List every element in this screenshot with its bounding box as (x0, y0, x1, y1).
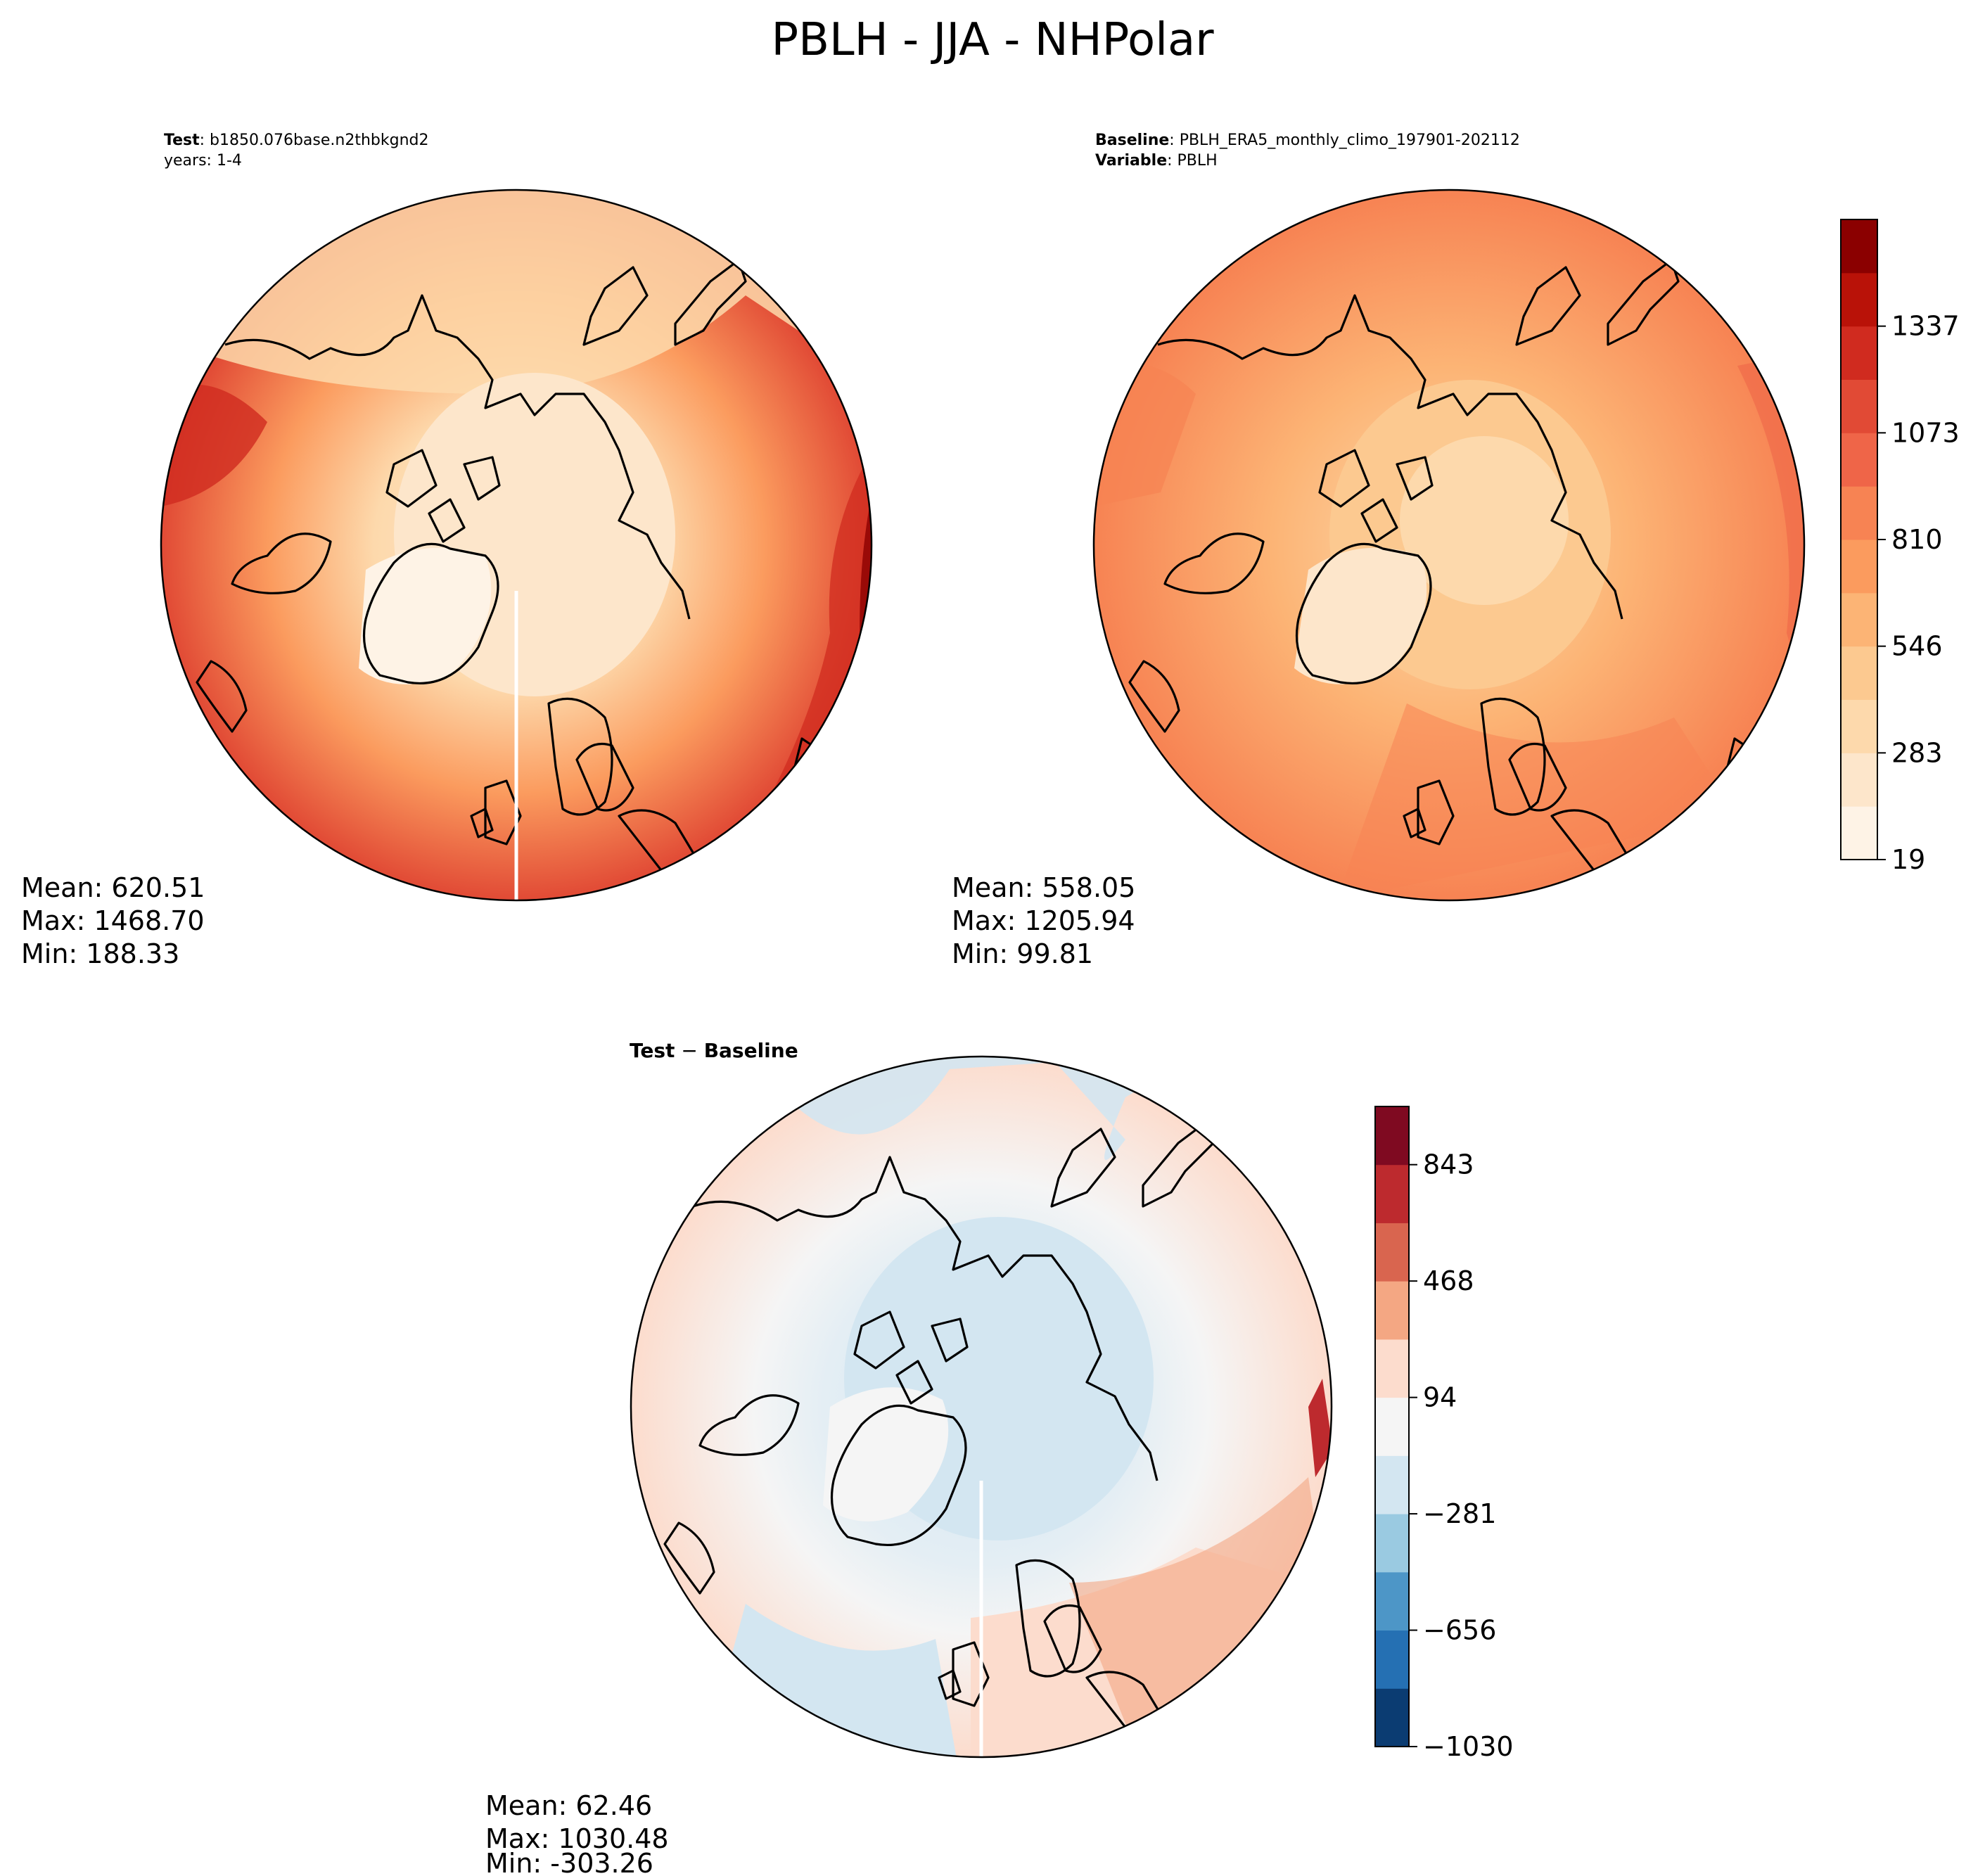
test-header-line1: Test: b1850.076base.n2thbkgnd2 (164, 132, 429, 149)
diff-colorbar-level-4 (1375, 1455, 1409, 1514)
diff-colorbar-tick-label-1: −656 (1423, 1615, 1496, 1646)
diff-colorbar-level-9 (1375, 1164, 1409, 1223)
diff-colorbar-level-5 (1375, 1397, 1409, 1456)
baseline-stat-min: Min: 99.81 (952, 938, 1093, 969)
diff-colorbar-level-1 (1375, 1630, 1409, 1689)
baseline-header-line2: Variable: PBLH (1095, 152, 1218, 170)
colorbar-diff: −1030 −656 −281 94 468 843 (1374, 1106, 1514, 1762)
diff-map-border (630, 1055, 1333, 1759)
baseline-stat-mean: Mean: 558.05 (952, 872, 1135, 903)
test-map-border (160, 189, 873, 902)
panel-test: Test: b1850.076base.n2thbkgnd2 years: 1-… (21, 132, 873, 969)
baseline-map-border (1092, 189, 1806, 902)
pblh-colorbar-tick-label-5: 1337 (1891, 311, 1960, 342)
diff-title-minus: − (675, 1039, 703, 1062)
pblh-colorbar-level-4 (1841, 592, 1877, 647)
pblh-colorbar-level-8 (1841, 379, 1877, 433)
pblh-colorbar-level-2 (1841, 699, 1877, 753)
baseline-variable-name: : PBLH (1167, 152, 1218, 170)
baseline-header-label: Baseline (1095, 132, 1169, 149)
diff-colorbar-tick-label-5: 843 (1423, 1149, 1474, 1180)
diff-colorbar-outline (1374, 1106, 1410, 1747)
pblh-colorbar-level-9 (1841, 326, 1877, 380)
pblh-colorbar-level-6 (1841, 486, 1877, 540)
diff-colorbar-tick-label-0: −1030 (1423, 1731, 1514, 1762)
panel-baseline: Baseline: PBLH_ERA5_monthly_climo_197901… (952, 132, 1960, 969)
baseline-header-line1: Baseline: PBLH_ERA5_monthly_climo_197901… (1095, 132, 1520, 149)
test-stat-mean: Mean: 620.51 (21, 872, 205, 903)
pblh-colorbar-level-11 (1841, 219, 1877, 274)
diff-colorbar-level-10 (1375, 1106, 1409, 1166)
diff-colorbar-level-3 (1375, 1514, 1409, 1573)
test-years: years: 1-4 (164, 152, 242, 170)
test-case-name: : b1850.076base.n2thbkgnd2 (200, 132, 429, 149)
diff-colorbar-level-2 (1375, 1571, 1409, 1631)
baseline-map (1094, 190, 1804, 900)
pblh-colorbar-tick-label-4: 1073 (1891, 417, 1960, 448)
diff-stat-min: Min: -303.26 (485, 1848, 653, 1876)
pblh-colorbar-level-5 (1841, 540, 1877, 594)
pblh-colorbar-tick-label-0: 19 (1891, 844, 1925, 875)
diff-colorbar-level-7 (1375, 1281, 1409, 1340)
baseline-variable-label: Variable (1095, 152, 1167, 170)
diff-colorbar-level-6 (1375, 1339, 1409, 1398)
test-stat-min: Min: 188.33 (21, 938, 179, 969)
diff-colorbar-level-0 (1375, 1688, 1409, 1747)
diff-title-test: Test (630, 1039, 675, 1062)
baseline-stat-max: Max: 1205.94 (952, 905, 1135, 936)
pblh-colorbar-level-0 (1841, 806, 1877, 860)
diff-title-baseline: Baseline (704, 1039, 798, 1062)
diff-stat-max: Max: 1030.48 (485, 1823, 669, 1854)
diff-colorbar-tick-label-2: −281 (1423, 1498, 1496, 1529)
pblh-colorbar-level-1 (1841, 753, 1877, 807)
pblh-colorbar-level-3 (1841, 646, 1877, 700)
colorbar-pblh: 19 283 546 810 1073 1337 (1840, 219, 1960, 875)
diff-colorbar-level-8 (1375, 1223, 1409, 1282)
pblh-colorbar-tick-label-3: 810 (1891, 524, 1943, 555)
diff-stat-mean: Mean: 62.46 (485, 1790, 652, 1821)
baseline-case-name: : PBLH_ERA5_monthly_climo_197901-202112 (1169, 132, 1520, 149)
pblh-colorbar-level-7 (1841, 433, 1877, 487)
pblh-colorbar-level-10 (1841, 272, 1877, 327)
diff-colorbar-tick-label-3: 94 (1423, 1382, 1457, 1413)
diff-colorbar-tick-label-4: 468 (1423, 1265, 1474, 1296)
test-header-label: Test (164, 132, 200, 149)
figure-title: PBLH - JJA - NHPolar (771, 14, 1214, 66)
pblh-colorbar-tick-label-2: 546 (1891, 631, 1943, 662)
test-stat-max: Max: 1468.70 (21, 905, 205, 936)
panel-diff: Test − Baseline (485, 1039, 1514, 1876)
pblh-colorbar-tick-label-1: 283 (1891, 737, 1943, 768)
diff-title: Test − Baseline (630, 1039, 798, 1062)
